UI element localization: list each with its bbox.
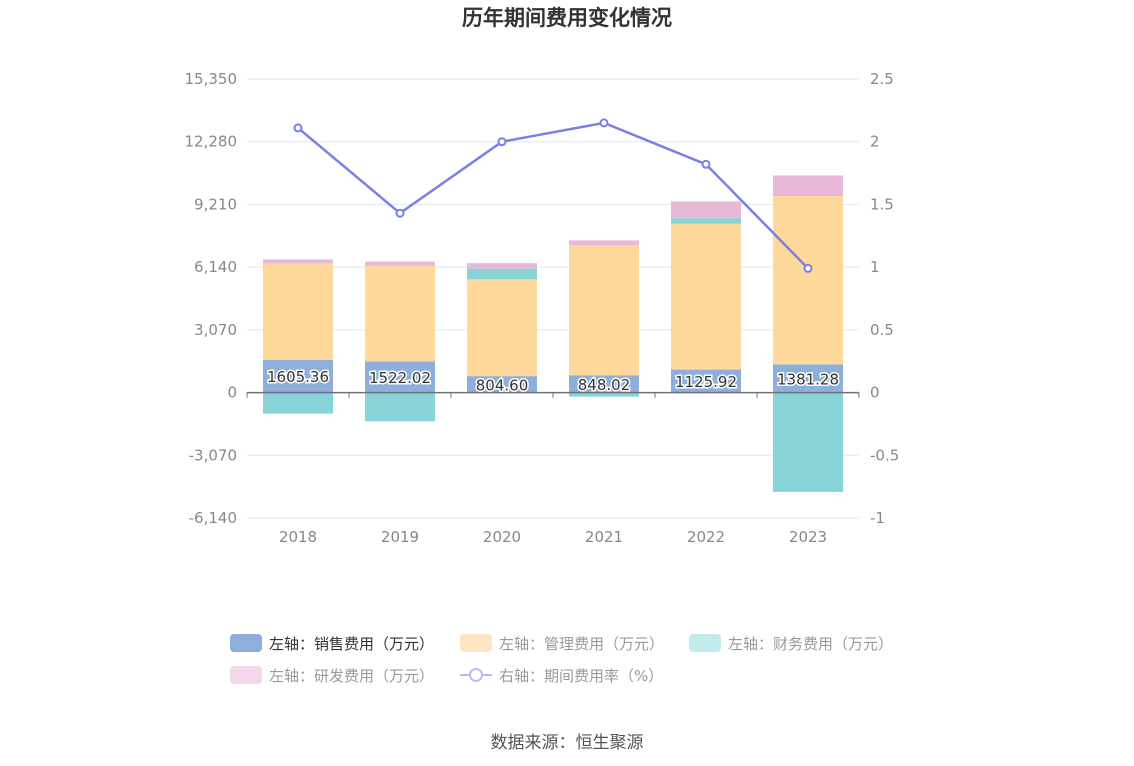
bar-finance [569,392,639,397]
right-axis-ticks: 2.5 2 1.5 1 0.5 0 -0.5 -1 [870,70,899,527]
bar-admin [467,279,537,377]
left-tick-label: -3,070 [189,446,237,464]
x-tick-label: 2018 [279,528,317,546]
bar-finance [671,218,741,224]
legend: 左轴：销售费用（万元） 左轴：管理费用（万元） 左轴：财务费用（万元） 左轴：研发费用… [230,634,893,685]
bar-finance [263,392,333,414]
legend-label: 左轴：财务费用（万元） [728,635,893,653]
x-tick-label: 2019 [381,528,419,546]
bar-admin [263,263,333,360]
legend-swatch [689,634,721,652]
bar-rnd [569,240,639,246]
left-tick-label: 12,280 [185,133,238,151]
right-tick-label: 1.5 [870,195,894,213]
rate-line-path [297,121,809,270]
bar-finance [365,392,435,422]
right-tick-label: 0.5 [870,321,894,339]
legend-label: 右轴：期间费用率（%） [499,667,663,685]
rate-line-point [803,263,813,273]
right-tick-label: -1 [870,509,885,527]
x-axis-ticks: 2018 2019 2020 2021 2022 2023 [279,528,827,546]
bar-sales [365,361,435,393]
rate-line [293,118,813,273]
rate-line-point [395,208,405,218]
x-tick-label: 2020 [483,528,521,546]
bar-sales [773,364,843,393]
bars [263,175,843,492]
left-axis-ticks: 15,350 12,280 9,210 6,140 3,070 0 -3,070 -6,140 [185,70,238,527]
bar-rnd [263,259,333,264]
left-tick-label: -6,140 [189,509,237,527]
bar-finance [467,268,537,280]
chart-title: 历年期间费用变化情况 [462,6,672,30]
right-tick-label: 0 [870,384,880,402]
bar-admin [773,196,843,365]
data-source-note: 数据来源：恒生聚源 [491,733,644,753]
left-tick-label: 15,350 [185,70,238,88]
bar-finance [773,392,843,492]
bar-sales [263,359,333,393]
right-tick-label: 1 [870,258,880,276]
bar-sales [467,376,537,393]
left-tick-label: 0 [227,384,237,402]
right-tick-label: 2.5 [870,70,894,88]
x-tick-label: 2021 [585,528,623,546]
left-tick-label: 3,070 [194,321,237,339]
grid-lines [247,78,859,519]
bar-admin [365,265,435,362]
zero-axis [246,391,860,398]
bar-admin [671,223,741,370]
sales-data-label: 1381.28 [777,370,839,388]
legend-label: 左轴：销售费用（万元） [269,635,434,653]
x-tick-label: 2022 [687,528,725,546]
rate-line-point [293,123,303,133]
legend-label: 左轴：管理费用（万元） [499,635,664,653]
sales-data-label: 848.02 [578,376,631,394]
sales-data-label: 804.60 [476,376,529,394]
x-tick-label: 2023 [789,528,827,546]
bar-rnd [773,175,843,197]
rate-line-point [497,137,507,147]
legend-swatch [460,634,492,652]
legend-label: 左轴：研发费用（万元） [269,667,434,685]
sales-data-label: 1605.36 [267,368,329,386]
bar-data-labels: 1605.36 1522.02 804.60 848.02 1125.92 1381.28 [265,367,840,396]
bar-sales [671,369,741,393]
legend-swatch [230,634,262,652]
bar-sales [569,375,639,393]
left-tick-label: 9,210 [194,195,237,213]
legend-swatch [230,666,262,684]
rate-line-point [701,159,711,169]
sales-data-label: 1522.02 [369,369,431,387]
left-tick-label: 6,140 [194,258,237,276]
bar-rnd [671,201,741,219]
rate-line-point [599,118,609,128]
sales-data-label: 1125.92 [675,373,737,391]
legend-line-marker-dot [469,668,483,682]
bar-rnd [467,263,537,269]
right-tick-label: 2 [870,133,880,151]
bar-admin [569,245,639,376]
right-tick-label: -0.5 [870,446,899,464]
bar-rnd [365,261,435,266]
